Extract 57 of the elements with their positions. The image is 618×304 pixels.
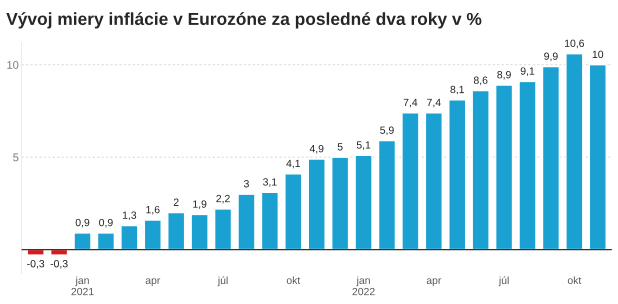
- data-label: 0,9: [99, 218, 113, 228]
- data-label: 0,9: [76, 218, 90, 228]
- bar: [494, 84, 514, 250]
- data-label: 8,6: [474, 76, 488, 86]
- bar: [284, 173, 302, 250]
- data-label: 5,1: [356, 141, 370, 150]
- bar: [190, 214, 209, 250]
- data-label: 1,6: [146, 206, 160, 215]
- bar: [214, 208, 232, 250]
- chart-title: Vývoj miery inflácie v Eurozóne za posledné dva roky v %: [6, 12, 482, 28]
- bar: [308, 158, 326, 250]
- bar: [120, 224, 138, 250]
- bar: [518, 80, 537, 250]
- bar: [73, 232, 92, 250]
- data-label: 9,9: [544, 52, 558, 62]
- x-tick-label: júl: [218, 276, 228, 286]
- data-label: -0,3: [27, 260, 44, 269]
- data-label: 2,2: [216, 194, 230, 204]
- x-tick-label: jan 2022: [352, 276, 375, 296]
- data-label: 7,4: [427, 98, 441, 108]
- bar: [565, 52, 584, 250]
- data-label: 8,9: [497, 71, 511, 80]
- bar: [378, 140, 396, 250]
- data-label: 3,1: [263, 178, 277, 187]
- x-tick-label: apr: [426, 278, 442, 286]
- bar: [448, 99, 466, 250]
- data-label: 2: [174, 198, 179, 206]
- bar: [167, 212, 186, 250]
- data-label: 9,1: [520, 67, 534, 76]
- bar: [354, 154, 373, 250]
- bar: [472, 90, 490, 250]
- x-tick-label: júl: [498, 276, 509, 286]
- x-tick-label: jan 2021: [71, 276, 94, 296]
- data-label: 1,3: [122, 211, 136, 220]
- bar: [144, 219, 162, 250]
- bar: [542, 66, 560, 250]
- bar: [260, 192, 280, 250]
- bar: [424, 112, 443, 250]
- data-label: 5,9: [380, 126, 394, 136]
- data-label: 8,1: [450, 86, 464, 94]
- bar: [401, 112, 420, 250]
- data-label: 10,6: [565, 40, 584, 48]
- x-tick-label: okt: [568, 276, 582, 284]
- data-label: 3: [244, 180, 249, 188]
- bar: [588, 64, 607, 250]
- data-label: 7,4: [404, 98, 418, 108]
- x-tick-label: okt: [286, 276, 300, 284]
- bar: [96, 232, 116, 250]
- data-label: 10: [592, 50, 604, 58]
- data-label: -0,3: [50, 260, 68, 269]
- data-label: 1,9: [193, 200, 206, 210]
- x-tick-label: apr: [146, 278, 160, 286]
- data-label: 4,1: [286, 160, 300, 168]
- bar: [237, 193, 256, 250]
- data-label: 5: [338, 143, 343, 150]
- data-label: 4,9: [310, 144, 324, 154]
- bar: [331, 156, 350, 250]
